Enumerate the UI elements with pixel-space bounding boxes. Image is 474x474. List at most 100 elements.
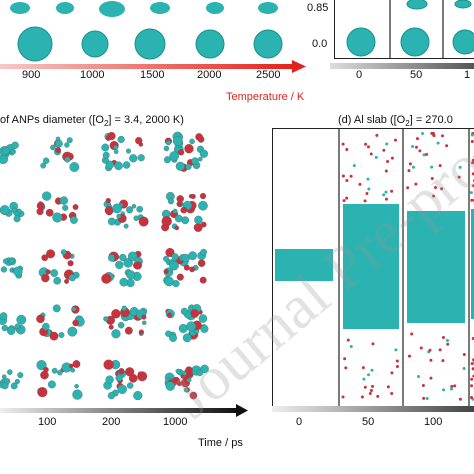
- oxygen-molecule: [432, 194, 436, 198]
- atom: [64, 142, 70, 148]
- atom: [105, 135, 112, 141]
- oxygen-molecule: [430, 177, 434, 181]
- oxygen-molecule: [429, 376, 433, 380]
- atom: [46, 249, 56, 259]
- atom: [107, 217, 116, 226]
- atom: [163, 255, 170, 262]
- atom: [42, 322, 50, 331]
- slab-tick-0: 0: [296, 416, 303, 428]
- atom: [71, 306, 77, 312]
- atom: [59, 196, 69, 205]
- oxygen-molecule: [470, 198, 474, 202]
- oxygen-molecule: [395, 359, 399, 363]
- atom: [108, 324, 114, 330]
- oxygen-molecule: [345, 179, 349, 183]
- oxygen-molecule: [344, 366, 348, 370]
- time-tick-100: 100: [38, 416, 57, 428]
- atom: [133, 261, 142, 270]
- oxygen-molecule: [411, 144, 415, 148]
- atom: [197, 156, 203, 162]
- oxygen-molecule: [369, 152, 373, 156]
- oxygen-molecule: [362, 377, 366, 381]
- atom: [72, 204, 79, 210]
- atom: [188, 251, 197, 261]
- top-right-panel: [334, 0, 474, 59]
- atom: [142, 320, 147, 325]
- atom: [111, 309, 121, 319]
- atom: [177, 149, 185, 156]
- atom: [188, 372, 194, 378]
- oxygen-molecule: [462, 352, 466, 356]
- oxygen-molecule: [422, 153, 426, 157]
- atom: [119, 277, 129, 287]
- oxygen-molecule: [366, 145, 370, 149]
- atom: [114, 161, 123, 171]
- atom: [198, 314, 208, 323]
- oxygen-molecule: [366, 177, 370, 181]
- atom: [40, 370, 49, 380]
- oxygen-molecule: [438, 348, 442, 352]
- oxygen-molecule: [345, 147, 349, 151]
- atom: [165, 140, 171, 146]
- atom: [2, 258, 9, 264]
- slab-gray-bar: [272, 406, 474, 412]
- oxygen-molecule: [445, 144, 449, 148]
- oxygen-molecule: [470, 362, 474, 366]
- atom: [1, 146, 10, 155]
- oxygen-molecule: [382, 148, 386, 152]
- right-xtick-1: 1: [464, 69, 471, 81]
- atom: [53, 277, 62, 285]
- oxygen-molecule: [358, 182, 362, 186]
- oxygen-molecule: [412, 165, 416, 169]
- temperature-arrow: [0, 60, 306, 73]
- atom: [58, 332, 65, 338]
- oxygen-molecule: [343, 357, 347, 361]
- atom: [14, 378, 20, 385]
- atom: [161, 216, 172, 227]
- atom: [175, 368, 181, 374]
- atom: [117, 384, 127, 394]
- oxygen-molecule: [470, 139, 474, 143]
- atom: [64, 278, 69, 284]
- panel-d-title: (d) Al slab ([O2] = 270.0: [338, 114, 453, 129]
- atom: [199, 149, 209, 158]
- atom: [9, 258, 15, 264]
- oxygen-molecule: [370, 368, 374, 372]
- oxygen-molecule: [406, 186, 410, 190]
- right-ytick-085: 0.85: [307, 2, 329, 14]
- atom: [72, 360, 81, 368]
- atom: [182, 333, 192, 343]
- atom: [129, 154, 138, 163]
- atom: [117, 135, 125, 144]
- atom: [0, 205, 10, 215]
- atom: [189, 266, 195, 273]
- atom: [133, 391, 143, 401]
- atom: [123, 258, 133, 268]
- atom: [72, 389, 83, 400]
- oxygen-molecule: [442, 388, 446, 392]
- atom: [169, 334, 177, 342]
- atom: [115, 374, 123, 382]
- atom: [117, 321, 125, 329]
- oxygen-molecule: [470, 377, 474, 381]
- atom: [169, 260, 179, 271]
- oxygen-molecule: [434, 185, 438, 189]
- atom: [169, 151, 180, 161]
- atom: [131, 204, 137, 209]
- atom: [193, 223, 203, 232]
- atom: [1, 382, 9, 390]
- atom: [103, 316, 109, 322]
- panel-d-slabs: [275, 129, 474, 407]
- atom: [189, 391, 198, 400]
- atom: [16, 314, 27, 325]
- oxygen-molecule: [382, 193, 386, 197]
- oxygen-molecule: [371, 342, 375, 346]
- top-cluster-row: [10, 1, 283, 62]
- oxygen-molecule: [436, 141, 440, 145]
- atom: [123, 223, 129, 229]
- oxygen-molecule: [394, 348, 398, 352]
- top-small-clusters: [10, 1, 278, 17]
- oxygen-molecule: [408, 162, 412, 166]
- oxygen-molecule: [352, 164, 356, 168]
- atom: [37, 387, 43, 394]
